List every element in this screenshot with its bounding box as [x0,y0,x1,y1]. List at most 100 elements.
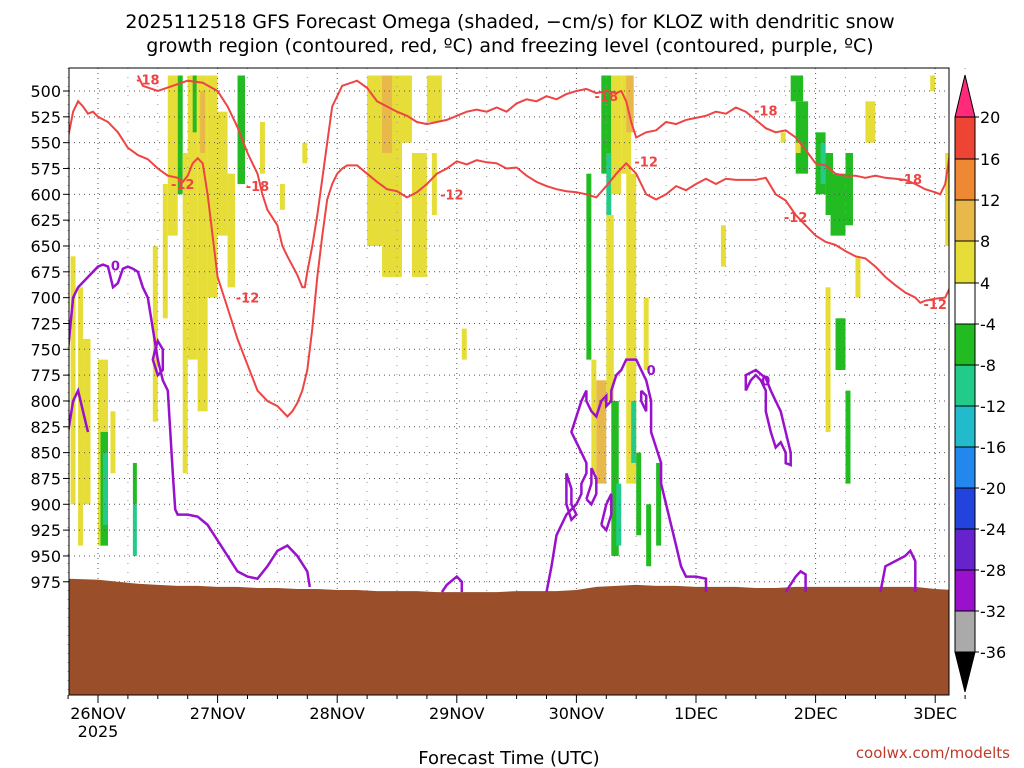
purple-contour [69,263,312,588]
omega-cell [596,380,607,484]
omega-cell [70,256,76,505]
omega-cell [865,101,876,143]
freezing-level-contours [69,263,917,593]
y-tick-label: 650 [30,237,61,256]
omega-cell [302,142,308,164]
y-tick-label: 600 [30,185,61,204]
omega-cell [626,75,634,133]
omega-cell [237,75,246,184]
colorbar-band [954,323,976,366]
colorbar-band [954,528,976,571]
y-tick-label: 550 [30,134,61,153]
purple-contour [600,493,613,533]
red-contour-label: -18 [246,180,270,195]
purple-contour [744,368,792,467]
omega-cell [855,256,861,298]
chart-title-line2: growth region (contoured, red, ºC) and f… [146,35,873,57]
y-tick-label: 700 [30,289,61,308]
red-contour-m18 [136,75,949,289]
colorbar-band [954,405,976,448]
omega-cell [820,142,826,184]
credit-text: coolwx.com/modelts [856,744,1010,762]
purple-contour [639,389,648,412]
red-contour-label: -12 [440,188,464,203]
y-tick-label: 750 [30,340,61,359]
y-tick-label: 875 [30,469,61,488]
red-contour-m12 [69,99,949,418]
omega-cell [200,91,206,153]
purple-contour [151,337,165,378]
omega-cell [167,75,178,236]
colorbar-label: 8 [980,232,990,251]
omega-cell [780,132,786,143]
omega-cell [616,483,622,546]
omega-cell [182,152,188,474]
y-tick-label: 725 [30,314,61,333]
ground-layer [69,578,949,695]
omega-cell [152,245,158,422]
y-tick-label: 500 [30,82,61,101]
omega-cell [83,338,91,505]
omega-cell [207,75,218,298]
omega-cell [830,173,846,236]
colorbar-bottom-arrow [954,651,976,693]
omega-cell [611,75,622,195]
omega-cell [192,75,197,133]
colorbar-band [954,199,976,242]
colorbar-label: 4 [980,274,990,293]
colorbar-band [954,240,976,284]
x-axis-label: Forecast Time (UTC) [418,748,599,768]
purple-contour-label: 0 [647,364,656,379]
y-tick-label: 825 [30,418,61,437]
omega-cell [656,462,662,546]
omega-cell [102,452,108,525]
ground-surface [69,578,949,695]
x-tick-label: 27NOV [190,704,246,723]
colorbar-label: -36 [980,643,1006,662]
colorbar-label: -12 [980,397,1006,416]
omega-cell [835,318,846,370]
x-tick-label: 30NOV [549,704,605,723]
colorbar-top-arrow [954,74,976,118]
colorbar-label: -24 [980,520,1006,539]
plot-frame [68,67,950,696]
red-contour-label: -12 [171,178,195,193]
y-tick-label: 675 [30,263,61,282]
colorbar-band [954,364,976,407]
omega-cell [279,183,285,210]
purple-contour [784,569,807,593]
y-tick-label: 575 [30,159,61,178]
colorbar-band [954,158,976,201]
colorbar: 20 16 12 8 4 -4 -8 -12 -16 -20 -24 -28 -32 -36 [954,74,1006,693]
omega-cell [626,173,637,484]
purple-contour [69,386,90,433]
omega-cell [643,297,649,370]
omega-cell [930,75,936,91]
omega-cell [606,214,614,401]
x-tick-sublabel: 2025 [78,722,119,741]
red-contour-label: -18 [754,105,778,120]
omega-cell [227,173,236,288]
x-tick-label: 26NOV [70,704,126,723]
omega-cell [411,152,427,277]
x-tick-label: 28NOV [309,704,365,723]
omega-cell [631,400,637,463]
y-tick-label: 525 [30,108,61,127]
omega-cell [110,411,116,474]
colorbar-band [954,487,976,530]
purple-contour [545,358,708,593]
red-contour-label: -18 [595,90,619,105]
omega-cell [790,75,804,102]
omega-cell [845,152,853,226]
omega-shading-layer [70,75,949,567]
omega-cell [78,287,84,546]
red-contour-label: -12 [784,211,808,226]
red-contour-label: -12 [236,292,260,307]
omega-cell [795,101,809,174]
purple-contour [565,472,578,523]
colorbar-band [954,569,976,612]
omega-cell [601,75,612,174]
red-contour-label: -12 [634,155,658,170]
omega-cell [461,328,467,360]
